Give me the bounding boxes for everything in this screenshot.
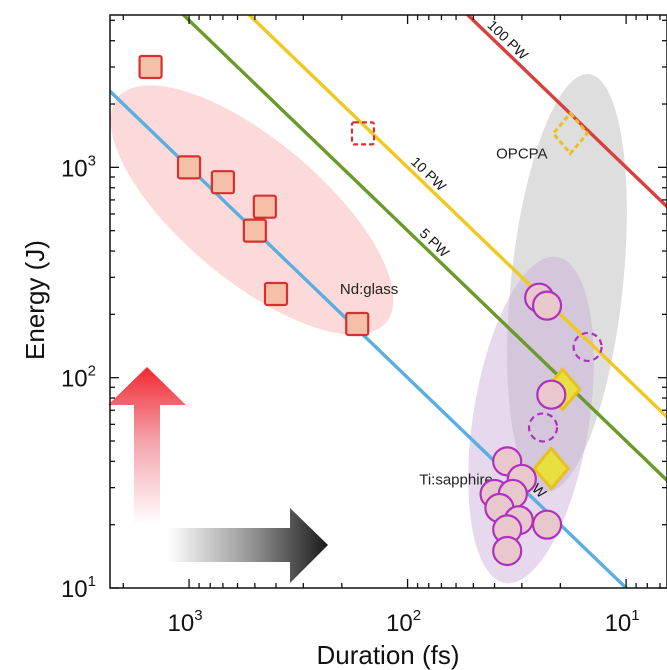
region-opcpa (507, 74, 627, 492)
data-point-nd-glass-square (138, 54, 163, 80)
arrows-layer (108, 367, 328, 583)
data-point-opcpa-diamond (551, 111, 590, 156)
data-points-layer (138, 54, 603, 567)
data-point-ti-sapphire-circle (572, 331, 603, 363)
x-tick-label: 103 (168, 607, 203, 637)
data-point-nd-glass-square (350, 121, 376, 146)
region-ndglass (110, 85, 394, 335)
data-point-ti-sapphire-circle (531, 290, 563, 321)
region-label-opcpa: OPCPA (496, 146, 547, 163)
region-label-nd-glass: Nd:glass (340, 281, 398, 298)
data-point-ti-sapphire-circle (531, 509, 563, 540)
data-point-nd-glass-square (345, 311, 370, 337)
x-tick-label: 101 (605, 607, 640, 637)
x-axis-label: Duration (fs) (316, 640, 459, 670)
y-axis-label: Energy (J) (20, 240, 50, 360)
y-tick-label: 102 (61, 363, 96, 393)
data-point-opcpa-diamond (532, 446, 571, 491)
energy-increase-arrow (108, 367, 186, 525)
data-point-ti-sapphire-circle (536, 379, 567, 410)
data-point-nd-glass-square (210, 170, 236, 195)
y-tick-label: 103 (61, 152, 96, 182)
data-point-ti-sapphire-circle (492, 535, 523, 567)
plot-frame (109, 14, 667, 589)
region-label-ti-sapphire: Ti:sapphire (419, 472, 493, 489)
regions-layer (110, 74, 627, 584)
y-axis-ticks: 103 102 101 (61, 19, 667, 603)
region-labels-layer: Nd:glass OPCPA Ti:sapphire (340, 146, 548, 489)
power-line-5-pw (181, 15, 667, 483)
data-point-ti-sapphire-circle (527, 412, 559, 443)
x-tick-label: 102 (386, 607, 421, 637)
power-line-100-pw (465, 15, 667, 210)
x-axis-ticks: 103 102 101 (122, 15, 661, 637)
data-point-nd-glass-square (263, 281, 289, 307)
data-point-nd-glass-square (242, 218, 267, 243)
data-point-nd-glass-square (252, 194, 277, 219)
y-tick-label: 101 (61, 573, 96, 603)
data-point-nd-glass-square (176, 155, 202, 180)
plot-border (109, 14, 667, 589)
duration-decrease-arrow (168, 508, 328, 583)
power-line-10-pw (246, 15, 667, 420)
